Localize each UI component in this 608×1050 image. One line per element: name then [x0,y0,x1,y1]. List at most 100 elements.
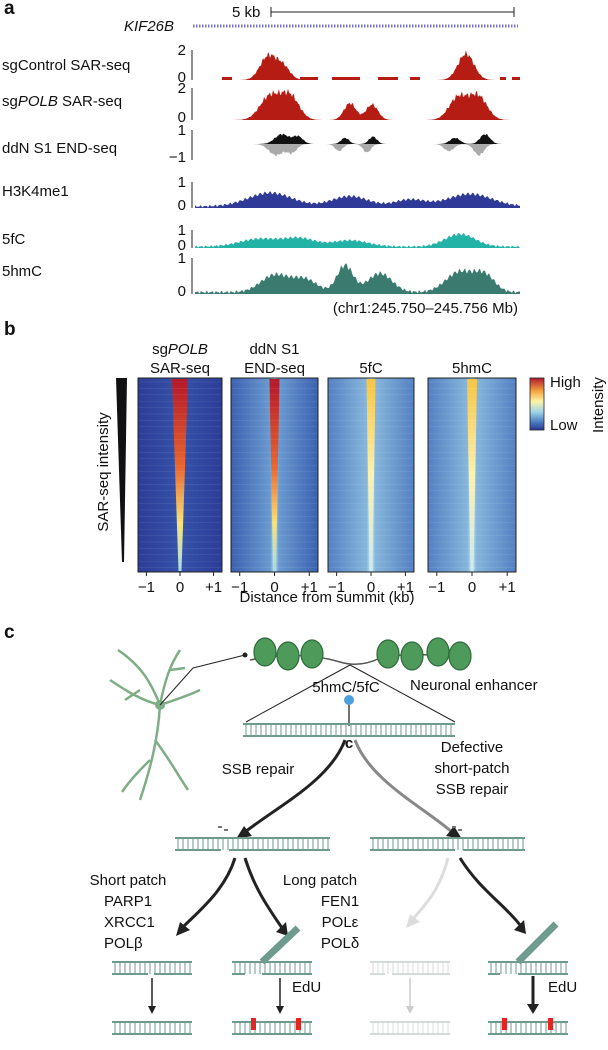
flap [259,925,301,965]
arrowhead [514,920,526,934]
heatmap-title-part: 5hmC [452,360,492,377]
track-label-part: POLB [18,93,58,110]
heatmap-title: ddN S1 [249,341,299,358]
nucleosome [276,641,300,671]
track-tick-label: 1 [178,174,186,191]
arrowhead [276,1006,284,1014]
repair-arrow [244,739,347,834]
track-signal [195,263,520,294]
modification-label: 5hmC/5fC [312,679,380,696]
track-tick-label: 0 [178,109,186,126]
edu-label: EdU [548,979,577,996]
genomic-coordinates: (chr1:245.750–245.756 Mb) [333,300,518,317]
arrow [458,857,522,926]
track-label-part: H3K4me1 [2,183,69,200]
x-axis-label: Distance from summit (kb) [239,589,414,606]
track-signal-negative [195,144,520,157]
heatmap-streak [269,379,280,571]
y-axis-label: SAR-seq intensity [95,412,112,532]
arrowhead [236,826,252,839]
arrow [410,857,450,921]
pathway-label: SSB repair [222,761,295,778]
heatmap-title: 5fC [359,360,383,377]
track-label-part: sgControl SAR-seq [2,57,130,74]
track-signal [195,50,520,80]
nick-fragment [452,826,456,828]
colorbar-low: Low [550,417,578,434]
track-fragment [512,77,520,80]
track-label-part: 5hmC [2,263,42,280]
x-tick-label: −1 [231,579,248,596]
heatmap-streak [366,379,376,571]
x-tick-label: 0 [176,579,184,596]
track-signal [195,233,520,248]
nucleosome [376,639,400,669]
arrow [243,857,284,929]
x-tick-label: −1 [138,579,155,596]
x-tick-label: +1 [397,579,414,596]
factor-label: POLε [322,914,359,931]
zoom-line [192,654,246,669]
pathway-label: Defective [441,739,504,756]
track-tick-label: 0 [178,283,186,300]
nucleosome [300,639,324,669]
factor-label: PARP1 [104,893,152,910]
track-fragment [410,77,420,80]
heatmap-streak [467,379,477,571]
track-tick-label: −1 [169,149,186,166]
track-tick-label: 1 [178,122,186,139]
neuron [109,648,201,801]
nucleosome [400,641,424,671]
track-signal [195,133,520,144]
heatmap-title: END-seq [244,360,305,377]
factor-label: POLδ [321,935,359,952]
zoom-dot [242,652,248,658]
x-tick-label: +1 [205,579,222,596]
base-label: c [345,735,353,752]
heatmap-streak [172,379,188,571]
heatmap-title: SAR-seq [150,360,210,377]
gene-name: KIF26B [124,18,174,35]
modification [344,695,354,705]
track-label-part: ddN S1 END-seq [2,140,117,157]
track-label-part: SAR-seq [58,93,122,110]
panel-label: c [4,622,15,643]
arrowhead [446,826,462,839]
track-label-part: 5fC [2,231,26,248]
arrowhead [406,914,420,928]
track-label-part: sg [2,93,18,110]
track-signal [195,88,520,120]
heatmap-title-part: END-seq [244,360,305,377]
enhancer-label: Neuronal enhancer [410,677,538,694]
colorbar [529,377,545,431]
heatmap-title-part: SAR-seq [150,360,210,377]
track-fragment [332,77,360,80]
intensity-wedge [116,378,127,562]
nick-fragment [218,826,222,828]
edu-label: EdU [292,979,321,996]
arrowhead [176,922,190,936]
colorbar-title: Intensity [590,377,607,433]
factor-label: POLβ [104,935,143,952]
track-label: ddN S1 END-seq [2,140,117,157]
x-tick-label: 0 [468,579,476,596]
zoom-line [159,667,194,706]
track-label: 5fC [2,231,26,248]
nick-fragment [224,829,228,831]
zoom-line [349,664,456,723]
edu-mark [296,1018,301,1030]
edu-mark [548,1018,553,1030]
pathway-label: short-patch [434,760,509,777]
x-tick-label: −1 [428,579,445,596]
panel-label: a [4,0,15,19]
track-tick-label: 0 [178,69,186,86]
panel-label: b [4,319,16,340]
x-tick-label: 0 [367,579,375,596]
track-tick-label: 1 [178,250,186,267]
heatmap-title-part: POLB [168,341,208,358]
flap [515,921,559,965]
arrowhead [527,1004,539,1014]
arrowhead [276,922,288,936]
track-signal [195,191,520,208]
nucleosome [448,641,472,671]
